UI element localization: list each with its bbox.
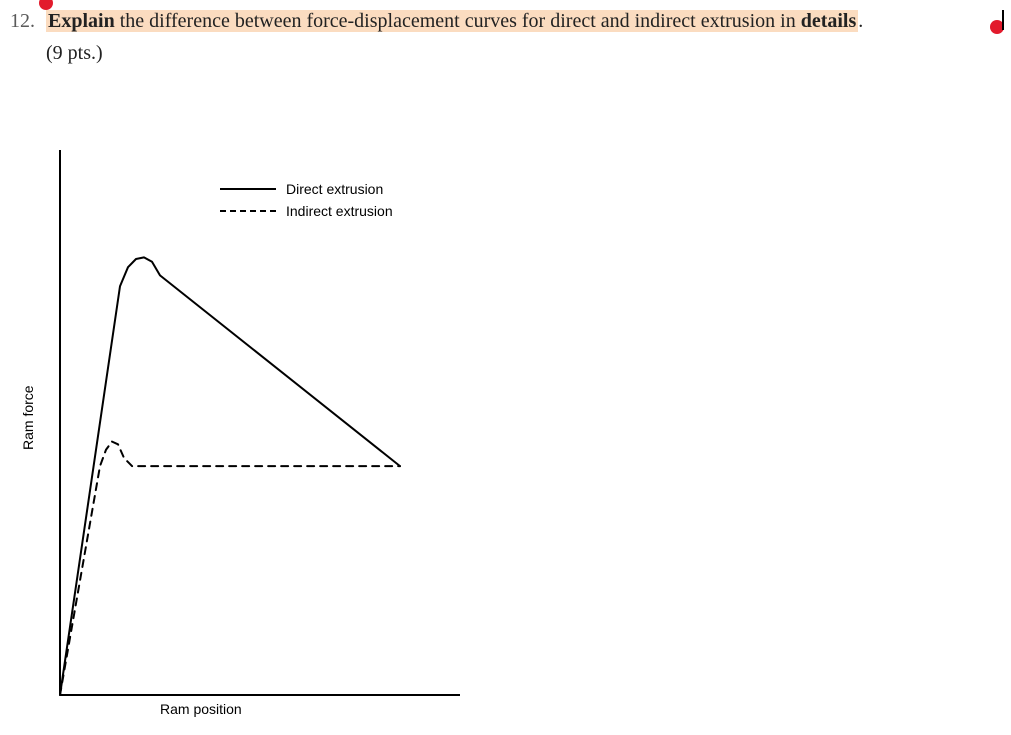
legend-label-direct: Direct extrusion xyxy=(286,181,383,197)
question-number: 12. xyxy=(10,10,35,33)
text-cursor xyxy=(1002,10,1004,30)
legend-label-indirect: Indirect extrusion xyxy=(286,203,393,219)
series-direct xyxy=(60,257,400,695)
series-indirect xyxy=(60,442,400,695)
legend-item-direct: Direct extrusion xyxy=(220,180,393,198)
question-points: (9 pts.) xyxy=(46,42,103,65)
page-root: 12. Explain the difference between force… xyxy=(0,0,1011,735)
legend-swatch-solid xyxy=(220,188,276,190)
chart-legend: Direct extrusion Indirect extrusion xyxy=(220,180,393,224)
question-suffix-bold: details xyxy=(801,10,857,32)
legend-swatch-dashed xyxy=(220,210,276,212)
selection-start-marker[interactable] xyxy=(39,0,53,10)
question-middle: the difference between force-displacemen… xyxy=(115,10,801,32)
chart-x-axis-label: Ram position xyxy=(160,701,242,717)
question-text[interactable]: Explain the difference between force-dis… xyxy=(46,10,863,33)
question-prefix-bold: Explain xyxy=(48,10,115,32)
question-highlight: Explain the difference between force-dis… xyxy=(46,10,858,32)
question-trailing-period: . xyxy=(858,10,863,32)
force-displacement-chart: Ram force Ram position Direct extrusion … xyxy=(30,150,490,710)
chart-svg xyxy=(30,150,470,710)
chart-y-axis-label: Ram force xyxy=(20,385,36,450)
legend-item-indirect: Indirect extrusion xyxy=(220,202,393,220)
